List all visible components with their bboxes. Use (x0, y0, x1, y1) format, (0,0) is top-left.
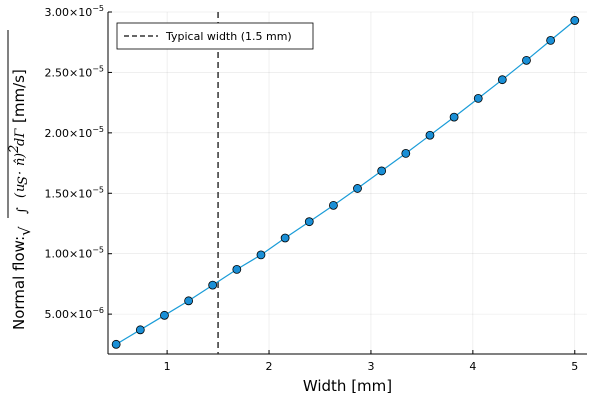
y-tick-label: 2.00×10−5 (44, 125, 104, 140)
power-label: 2 (7, 145, 22, 154)
data-point (135, 325, 145, 335)
x-tick-label: 2 (266, 360, 273, 373)
legend-box (116, 22, 314, 50)
x-axis-title: Width [mm] (303, 377, 392, 395)
y-axis-title-prefix: Normal flow: (10, 236, 28, 330)
data-point (160, 310, 169, 320)
open-paren: ( (13, 192, 28, 198)
data-point (473, 94, 483, 103)
y-tick-label: 3.00×10−5 (44, 4, 104, 19)
integral-symbol: ∫ (15, 207, 30, 214)
grid (108, 11, 587, 354)
y-tick-label: 1.50×10−5 (44, 185, 104, 200)
data-point (256, 250, 266, 260)
axes (107, 12, 587, 355)
x-tick-label: 1 (164, 360, 171, 373)
data-point (184, 296, 194, 306)
u-symbol: u (13, 184, 28, 192)
x-tick-label: 5 (571, 360, 578, 373)
data-point (546, 35, 556, 45)
data-point (208, 280, 218, 290)
x-tick-label: 4 (469, 360, 476, 373)
legend: Typical width (1.5 mm) (116, 22, 314, 50)
n-hat-symbol: n̂ (13, 158, 28, 166)
data-point (232, 265, 242, 274)
data-point (353, 184, 362, 193)
y-axis-units: [mm/s] (10, 69, 28, 123)
x-tick-label: 3 (367, 360, 374, 373)
data-point (377, 166, 387, 176)
differential-label: dΓ (13, 128, 28, 146)
close-paren: ) (13, 153, 28, 159)
data-point (522, 55, 531, 65)
y-axis-title: Normal flow: √ ∫ ( u S · n̂ ) 2 dΓ [mm/s… (7, 30, 34, 330)
data-point (280, 233, 290, 243)
y-tick-label: 2.50×10−5 (44, 64, 104, 79)
data-point (304, 217, 314, 227)
y-tick-label: 5.00×10−6 (44, 306, 104, 321)
data-point (425, 130, 435, 140)
data-point (570, 16, 580, 25)
u-subscript: S (16, 176, 31, 185)
series (111, 16, 580, 349)
data-point (401, 148, 411, 158)
legend-label: Typical width (1.5 mm) (165, 30, 292, 43)
data-point (329, 200, 338, 210)
data-point (497, 75, 507, 85)
dot-symbol: · (13, 171, 28, 175)
series-line (115, 20, 576, 345)
ticks: 1 2 3 4 5 5.00×10−6 1.00×10−5 1.50×10−5 2.00×10−… (44, 4, 578, 373)
data-point (111, 339, 121, 349)
sqrt-symbol: √ (16, 226, 34, 236)
y-tick-label: 1.00×10−5 (44, 246, 104, 261)
data-point (449, 112, 459, 122)
